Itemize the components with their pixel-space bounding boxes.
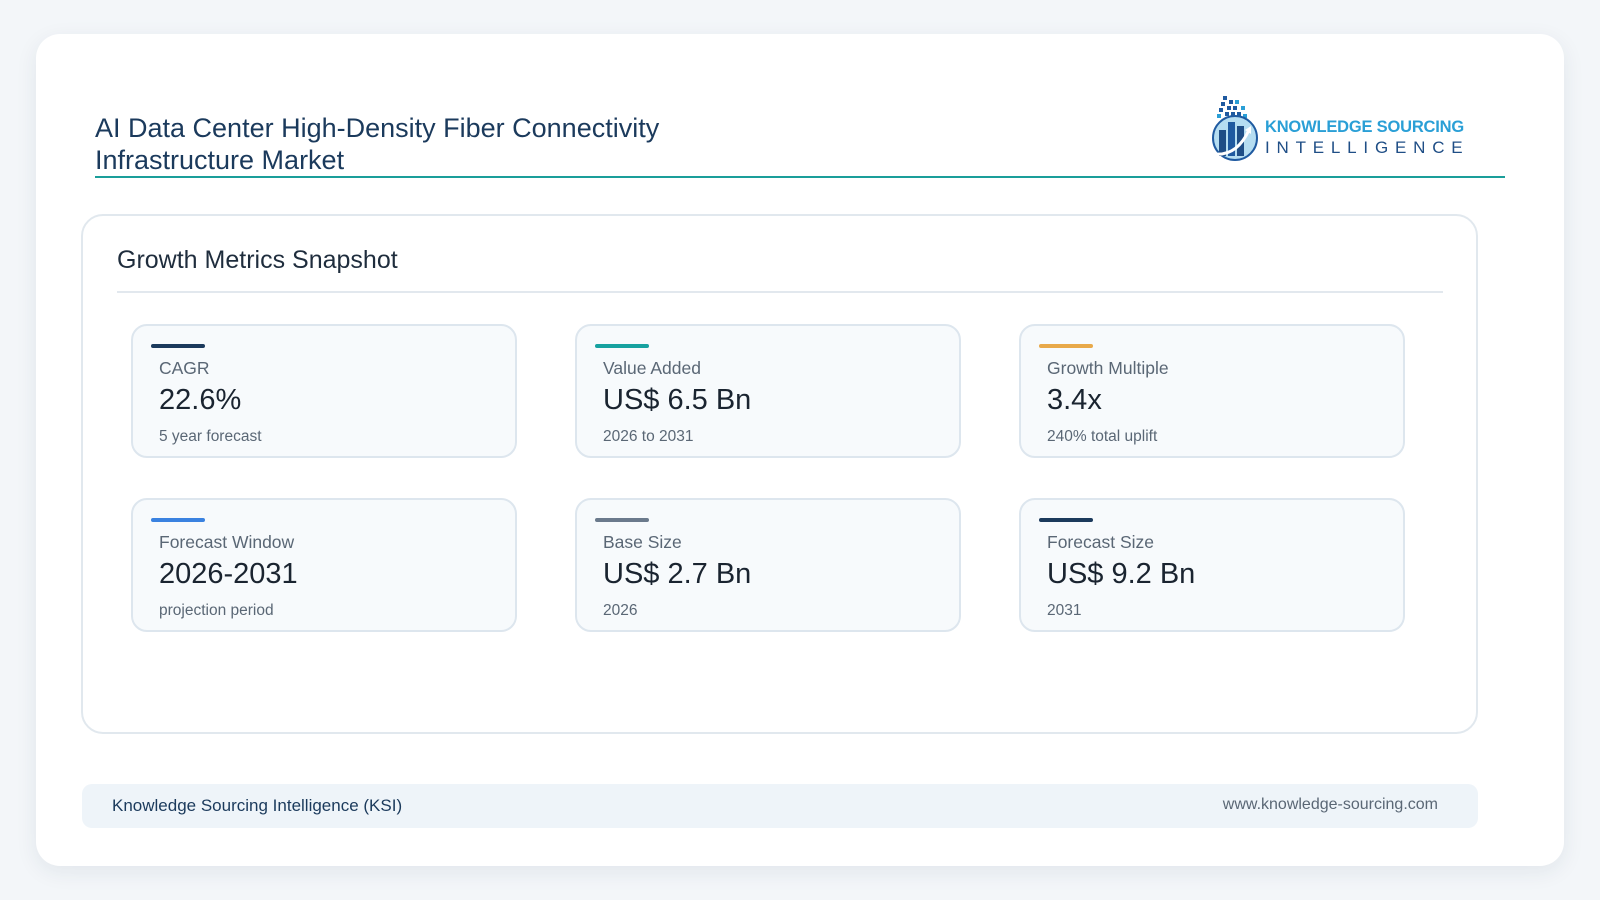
page-title-line1: AI Data Center High-Density Fiber Connec…	[95, 113, 660, 143]
metric-value: US$ 6.5 Bn	[603, 384, 752, 416]
metric-label: Growth Multiple	[1047, 358, 1169, 378]
metric-value: US$ 2.7 Bn	[603, 558, 752, 590]
accent-bar	[151, 518, 205, 522]
accent-bar	[151, 344, 205, 348]
page-title-line2: Infrastructure Market	[95, 145, 345, 175]
panel-title: Growth Metrics Snapshot	[117, 246, 398, 274]
metric-card-forecast-size: Forecast Size US$ 9.2 Bn 2031	[1019, 498, 1405, 632]
metric-subtext: 5 year forecast	[159, 428, 262, 445]
footer-company-name: Knowledge Sourcing Intelligence (KSI)	[112, 796, 403, 815]
building-chart-logo-icon	[1212, 96, 1258, 161]
metric-card-growth-multiple: Growth Multiple 3.4x 240% total uplift	[1019, 324, 1405, 458]
accent-bar	[1039, 344, 1093, 348]
footer: Knowledge Sourcing Intelligence (KSI) ww…	[82, 784, 1478, 828]
metric-card-base-size: Base Size US$ 2.7 Bn 2026	[575, 498, 961, 632]
ksi-logo[interactable]: KNOWLEDGE SOURCING INTELLIGENCE	[1205, 94, 1465, 164]
metric-card-forecast-window: Forecast Window 2026-2031 projection per…	[131, 498, 517, 632]
panel-divider	[117, 291, 1443, 293]
metric-subtext: projection period	[159, 602, 274, 619]
metric-label: Value Added	[603, 358, 701, 378]
metric-label: CAGR	[159, 358, 210, 378]
metric-label: Base Size	[603, 532, 682, 552]
metric-label: Forecast Size	[1047, 532, 1154, 552]
page-title: AI Data Center High-Density Fiber Connec…	[95, 112, 795, 176]
metric-subtext: 2026	[603, 602, 638, 619]
metric-subtext: 2026 to 2031	[603, 428, 694, 445]
header: AI Data Center High-Density Fiber Connec…	[95, 78, 1505, 178]
metric-label: Forecast Window	[159, 532, 295, 552]
accent-bar	[595, 344, 649, 348]
metric-value: 3.4x	[1047, 384, 1102, 416]
metric-subtext: 2031	[1047, 602, 1082, 619]
metric-card-value-added: Value Added US$ 6.5 Bn 2026 to 2031	[575, 324, 961, 458]
footer-website-link[interactable]: www.knowledge-sourcing.com	[1222, 796, 1438, 813]
metric-value: US$ 9.2 Bn	[1047, 558, 1196, 590]
accent-bar	[1039, 518, 1093, 522]
metric-value: 2026-2031	[159, 558, 298, 590]
metric-card-cagr: CAGR 22.6% 5 year forecast	[131, 324, 517, 458]
accent-bar	[595, 518, 649, 522]
growth-metrics-panel: Growth Metrics Snapshot CAGR 22.6% 5 yea…	[81, 214, 1478, 734]
logo-text-line1: KNOWLEDGE SOURCING	[1265, 118, 1464, 136]
logo-text-line2: INTELLIGENCE	[1265, 138, 1470, 157]
metric-subtext: 240% total uplift	[1047, 428, 1158, 445]
page-card: AI Data Center High-Density Fiber Connec…	[36, 34, 1564, 866]
metric-value: 22.6%	[159, 384, 242, 416]
